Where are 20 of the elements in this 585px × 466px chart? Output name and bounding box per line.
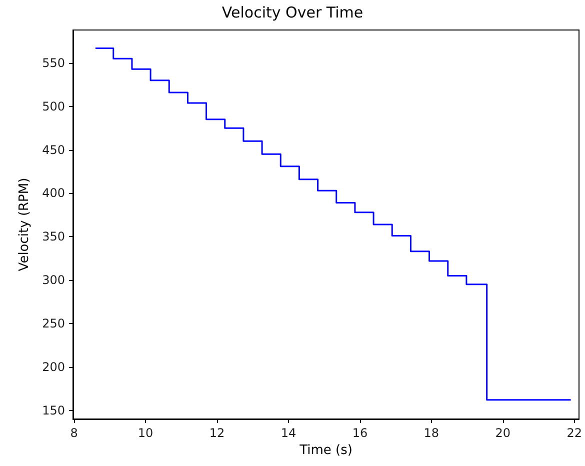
x-tick-label: 12: [209, 426, 225, 440]
y-tick-label: 200: [42, 360, 65, 374]
x-tick-label: 16: [352, 426, 368, 440]
x-axis-title: Time (s): [298, 443, 352, 458]
y-tick-label: 550: [42, 56, 65, 70]
y-tick-label: 450: [42, 142, 65, 157]
x-tick-label: 18: [424, 426, 440, 440]
y-axis-title: Velocity (RPM): [17, 178, 32, 272]
y-tick-label: 500: [42, 99, 65, 114]
x-tick-label: 8: [70, 426, 78, 440]
y-tick-label: 300: [42, 273, 65, 288]
y-tick-label: 250: [42, 316, 65, 330]
x-tick-label: 22: [566, 426, 582, 440]
y-tick-label: 400: [42, 186, 65, 200]
y-tick-label: 150: [42, 403, 65, 418]
chart-title: Velocity Over Time: [222, 4, 364, 22]
x-tick-label: 10: [138, 426, 154, 440]
y-tick-label: 350: [42, 230, 65, 244]
x-tick-label: 14: [280, 426, 296, 440]
x-tick-label: 20: [495, 426, 511, 440]
